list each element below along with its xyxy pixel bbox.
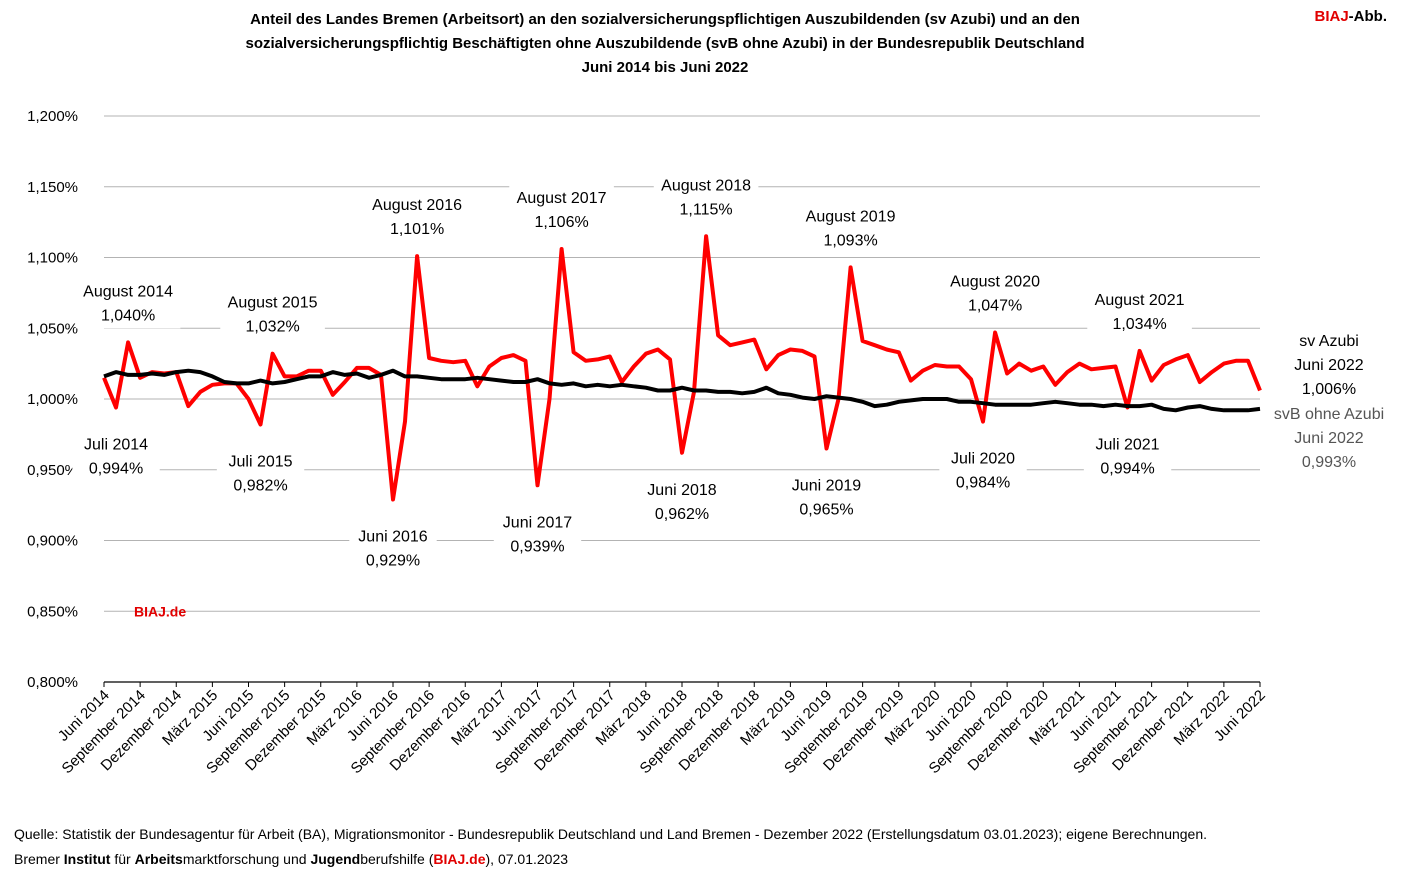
annotation-bg	[72, 431, 160, 482]
y-tick-label: 1,100%	[27, 250, 78, 267]
annotation-label: Juni 2017	[503, 514, 572, 531]
annotation-value: 0,994%	[89, 460, 143, 477]
annotation-value: 1,032%	[245, 319, 299, 336]
annotation-bg	[653, 172, 759, 223]
annotation-label: August 2019	[806, 208, 896, 225]
annotation-label: August 2017	[517, 190, 607, 207]
y-tick-label: 1,000%	[27, 391, 78, 408]
annotation-value: 1,093%	[823, 232, 877, 249]
end-label: Juni 2022	[1294, 430, 1363, 447]
end-label: 1,006%	[1302, 381, 1356, 398]
annotation-bg	[75, 278, 181, 329]
annotation-label: August 2020	[950, 273, 1040, 290]
y-tick-label: 1,050%	[27, 320, 78, 337]
title-line-2: sozialversicherungspflichtig Beschäftigt…	[245, 35, 1085, 52]
annotation-label: Juli 2014	[84, 436, 148, 453]
annotation-value: 1,115%	[680, 201, 733, 218]
y-tick-label: 1,200%	[27, 108, 78, 125]
series-line-svb-ohne-azubi	[103, 368, 1261, 413]
annotation-bg	[349, 523, 437, 574]
series-line-sv-azubi	[102, 234, 1262, 502]
credit-jugend: Jugend	[310, 851, 361, 867]
credit-post: ), 07.01.2023	[485, 851, 569, 867]
annotation-value: 0,994%	[1100, 460, 1154, 477]
annotation-label: August 2018	[661, 177, 751, 194]
annotation-label: August 2016	[372, 197, 462, 214]
annotation-bg	[782, 472, 871, 523]
credit-text-2: marktforschung und	[182, 851, 311, 867]
annotation-bg	[939, 445, 1027, 496]
annotation-label: August 2015	[228, 295, 318, 312]
badge-brand: BIAJ	[1314, 8, 1349, 25]
annotation-value: 0,939%	[510, 538, 564, 555]
annotation-bg	[942, 268, 1048, 319]
annotation-bg	[1087, 286, 1192, 337]
annotation-bg	[638, 476, 726, 527]
end-label: sv Azubi	[1299, 333, 1359, 350]
annotation-value: 1,034%	[1112, 316, 1166, 333]
annotation-label: Juli 2021	[1096, 436, 1160, 453]
title-line-3: Juni 2014 bis Juni 2022	[581, 59, 749, 76]
annotation-bg	[220, 289, 325, 340]
watermark: BIAJ.de	[134, 603, 186, 619]
annotation-value: 0,982%	[233, 477, 287, 494]
y-tick-label: 0,950%	[27, 462, 78, 479]
annotation-value: 0,929%	[366, 552, 420, 569]
source-note: Quelle: Statistik der Bundesagentur für …	[14, 826, 1208, 842]
annotation-bg	[364, 192, 470, 243]
credit-text-1: für	[110, 851, 135, 867]
annotation-label: Juni 2019	[792, 478, 861, 495]
annotation-bg	[798, 203, 903, 254]
badge-suffix: -Abb.	[1348, 8, 1387, 25]
annotation-value: 1,101%	[390, 221, 444, 238]
annotation-value: 1,040%	[101, 307, 155, 324]
credit-text-3: berufshilfe (	[360, 851, 434, 867]
credit-pre: Bremer	[14, 851, 64, 867]
annotation-label: Juli 2015	[229, 453, 293, 470]
annotation-label: August 2014	[83, 283, 173, 300]
end-label: svB ohne Azubi	[1274, 406, 1384, 423]
annotation-bg	[1083, 431, 1172, 482]
y-tick-label: 0,900%	[27, 533, 78, 550]
annotation-value: 0,962%	[655, 506, 709, 523]
y-tick-label: 0,850%	[27, 603, 78, 620]
annotation-bg	[509, 185, 614, 236]
y-tick-label: 1,150%	[27, 179, 78, 196]
end-label: Juni 2022	[1294, 357, 1363, 374]
annotation-value: 0,984%	[956, 475, 1010, 492]
annotation-label: August 2021	[1095, 292, 1185, 309]
credit-note: Bremer Institut für Arbeitsmarktforschun…	[14, 851, 568, 867]
credit-arbeits: Arbeits	[134, 851, 183, 867]
annotation-bg	[493, 509, 582, 560]
y-tick-label: 0,800%	[27, 674, 78, 691]
annotation-value: 1,106%	[534, 214, 588, 231]
annotation-label: Juli 2020	[951, 451, 1015, 468]
annotation-bg	[216, 448, 305, 499]
annotation-label: Juni 2016	[358, 528, 427, 545]
annotation-label: Juni 2018	[647, 482, 716, 499]
credit-institut: Institut	[63, 851, 111, 867]
biaj-badge: BIAJ-Abb.	[1314, 8, 1387, 25]
title-line-1: Anteil des Landes Bremen (Arbeitsort) an…	[250, 11, 1080, 28]
annotation-value: 0,965%	[799, 502, 853, 519]
chart-title: Anteil des Landes Bremen (Arbeitsort) an…	[120, 8, 1210, 80]
end-label: 0,993%	[1302, 454, 1356, 471]
credit-link[interactable]: BIAJ.de	[433, 851, 486, 867]
annotation-value: 1,047%	[968, 297, 1022, 314]
